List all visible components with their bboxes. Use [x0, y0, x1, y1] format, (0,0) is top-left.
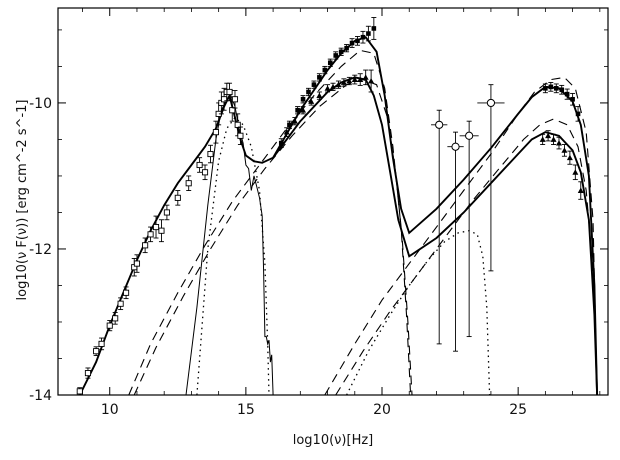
data-point-filled-square	[553, 86, 559, 91]
data-point-open-square	[123, 289, 130, 296]
data-point-filled-triangle	[545, 132, 552, 139]
data-point-filled-square	[366, 31, 371, 36]
data-point-filled-square	[344, 45, 349, 51]
model-curve-dashed-high	[324, 76, 598, 395]
data-point-filled-triangle	[300, 107, 307, 113]
data-point-open-square	[142, 242, 149, 249]
data-point-open-circle	[486, 98, 496, 108]
data-point-filled-square	[278, 140, 284, 146]
data-point-filled-square	[349, 40, 355, 46]
data-point-open-square	[212, 129, 219, 136]
data-point-open-square	[196, 161, 203, 169]
data-point-filled-triangle	[368, 78, 375, 84]
data-point-filled-triangle	[283, 129, 290, 135]
data-point-open-square	[237, 132, 244, 139]
data-point-open-square	[98, 340, 105, 347]
plot-frame	[57, 7, 609, 396]
data-point-filled-square	[564, 91, 570, 97]
data-point-filled-triangle	[324, 85, 331, 91]
data-point-filled-square	[575, 111, 581, 117]
data-point-filled-triangle	[362, 74, 369, 80]
data-point-filled-triangle	[555, 140, 562, 146]
data-point-filled-square	[311, 82, 317, 87]
data-point-filled-triangle	[357, 76, 364, 82]
data-point-filled-triangle	[566, 154, 573, 161]
data-point-open-square	[133, 260, 141, 267]
y-tick-label: -10	[29, 96, 52, 112]
x-axis-label: log10(ν)[Hz]	[293, 433, 374, 448]
data-point-open-square	[207, 150, 214, 158]
data-point-open-square	[93, 348, 100, 355]
data-point-open-square	[163, 209, 170, 216]
data-point-open-square	[147, 231, 154, 238]
data-point-filled-triangle	[561, 147, 568, 153]
data-point-filled-triangle	[572, 169, 579, 175]
model-curve-solid-low	[272, 76, 599, 395]
data-point-filled-triangle	[346, 78, 353, 84]
y-axis-label: log10(ν F(ν)) [erg cm^-2 s^-1]	[15, 100, 30, 301]
data-point-open-square	[117, 300, 124, 307]
model-curve-dashed-low	[133, 79, 413, 395]
plot-area	[76, 17, 599, 395]
model-curve-dashed-high	[128, 49, 412, 395]
data-point-open-square	[152, 224, 160, 231]
data-point-open-square	[234, 121, 241, 128]
data-point-filled-triangle	[539, 136, 546, 142]
data-point-filled-triangle	[351, 76, 358, 82]
model-curve-dotted	[196, 116, 270, 395]
data-point-filled-square	[322, 67, 328, 73]
data-point-open-square	[174, 194, 181, 201]
data-point-open-square	[201, 169, 209, 176]
data-point-filled-square	[300, 96, 306, 102]
data-point-open-square	[84, 370, 92, 377]
model-curve-solid-high	[78, 36, 599, 395]
data-point-filled-triangle	[291, 118, 298, 124]
model-curve-thin	[185, 94, 274, 395]
data-point-filled-square	[287, 122, 292, 128]
x-tick-label: 25	[509, 402, 527, 418]
data-point-open-square	[112, 315, 119, 322]
data-point-open-square	[185, 180, 192, 187]
model-curve-dotted	[346, 230, 491, 395]
data-point-open-square	[229, 107, 236, 114]
x-tick-label: 10	[101, 402, 119, 418]
data-point-filled-square	[306, 89, 311, 95]
x-tick-label: 20	[373, 402, 391, 418]
data-point-filled-square	[360, 34, 366, 40]
data-point-filled-triangle	[335, 81, 342, 88]
data-point-filled-square	[371, 26, 377, 31]
data-point-open-square	[231, 96, 239, 103]
data-point-filled-square	[333, 53, 339, 58]
y-tick-label: -12	[29, 242, 52, 258]
data-point-filled-triangle	[316, 92, 323, 99]
data-point-filled-triangle	[330, 83, 336, 90]
data-point-open-square	[106, 322, 113, 329]
data-point-open-circle	[435, 120, 444, 129]
tick-labels: 10 15 20 25 -14 -12 -10	[29, 96, 527, 418]
data-point-open-square	[158, 227, 165, 234]
data-point-filled-square	[543, 86, 548, 91]
data-point-filled-square	[570, 96, 575, 102]
data-point-open-circle	[451, 142, 460, 151]
axis-ticks	[58, 8, 608, 396]
data-point-filled-square	[317, 75, 322, 80]
data-point-filled-square	[548, 84, 554, 90]
plot-content	[76, 17, 599, 395]
data-point-open-circle	[465, 131, 474, 140]
data-point-open-square	[76, 388, 83, 395]
data-point-filled-square	[355, 38, 360, 44]
data-point-filled-triangle	[577, 187, 584, 193]
model-curve-dashed-low	[335, 118, 598, 395]
data-point-filled-square	[338, 49, 344, 55]
data-point-filled-square	[295, 107, 300, 113]
data-point-filled-triangle	[340, 79, 347, 85]
x-tick-label: 15	[237, 402, 255, 418]
data-point-open-square	[226, 88, 233, 96]
data-point-filled-triangle	[550, 136, 557, 142]
y-tick-label: -14	[29, 388, 52, 404]
data-point-filled-square	[559, 87, 565, 93]
data-point-filled-square	[327, 60, 333, 66]
data-point-filled-triangle	[308, 98, 315, 104]
